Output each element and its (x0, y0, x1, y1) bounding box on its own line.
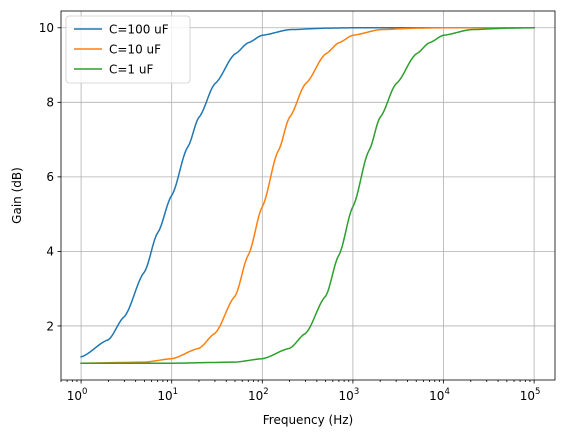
series-line-2 (80, 27, 535, 364)
y-tick-label: 2 (46, 319, 54, 333)
x-tick-label: 105 (520, 387, 541, 403)
legend-label: C=100 uF (109, 22, 169, 36)
x-tick-label: 100 (67, 387, 88, 403)
series-line-1 (80, 27, 535, 358)
series-line-3 (80, 27, 535, 364)
x-tick-label: 101 (157, 387, 178, 403)
y-tick-label: 4 (46, 245, 54, 259)
plot-area-frame (60, 10, 556, 381)
legend-box (65, 15, 191, 84)
axis-ticks: 100 101 102 103 104 105 2 4 6 8 10 (39, 21, 541, 403)
y-tick-label: 6 (46, 170, 54, 184)
legend-label: C=1 uF (109, 62, 153, 76)
x-axis-label: Frequency (Hz) (263, 413, 354, 427)
y-tick-label: 10 (39, 21, 54, 35)
legend-label: C=10 uF (109, 42, 161, 56)
x-tick-label: 104 (429, 387, 450, 403)
y-tick-label: 8 (46, 96, 54, 110)
y-axis-label: Gain (dB) (10, 167, 24, 224)
x-tick-label: 102 (248, 387, 269, 403)
series-group (80, 27, 535, 364)
legend: C=100 uF C=10 uF C=1 uF (65, 15, 191, 84)
x-tick-label: 103 (339, 387, 360, 403)
